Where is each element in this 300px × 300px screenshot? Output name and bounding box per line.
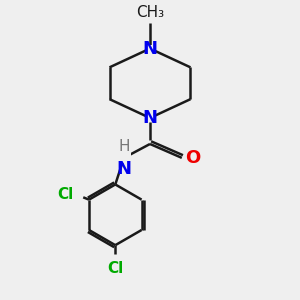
Text: CH₃: CH₃ [136, 5, 164, 20]
Text: N: N [116, 160, 131, 178]
Text: N: N [142, 109, 158, 127]
Text: Cl: Cl [107, 261, 123, 276]
Text: O: O [185, 149, 200, 167]
Text: N: N [142, 40, 158, 58]
Text: H: H [118, 140, 130, 154]
Bar [146, 45, 154, 52]
Bar [117, 152, 131, 163]
Text: Cl: Cl [57, 187, 73, 202]
Bar [146, 114, 154, 122]
